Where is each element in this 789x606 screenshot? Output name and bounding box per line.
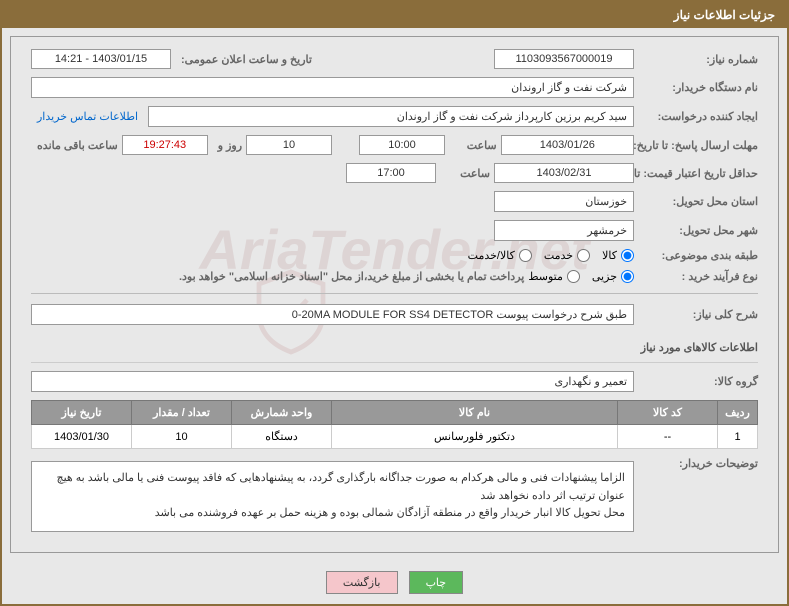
category-label: طبقه بندی موضوعی: [638, 249, 758, 262]
th-name: نام کالا [332, 401, 618, 425]
radio-goods[interactable]: کالا [602, 249, 634, 262]
time-label-1: ساعت [449, 139, 497, 152]
buyer-org-label: نام دستگاه خریدار: [638, 81, 758, 94]
deadline-label: مهلت ارسال پاسخ: تا تاریخ: [638, 139, 758, 152]
radio-partial[interactable]: جزیی [592, 270, 634, 283]
time-label-2: ساعت [440, 167, 490, 180]
table-row: 1--دتکتور فلورسانسدستگاه101403/01/30 [32, 425, 758, 449]
table-cell: دتکتور فلورسانس [332, 425, 618, 449]
table-cell: 1403/01/30 [32, 425, 132, 449]
table-header-row: ردیف کد کالا نام کالا واحد شمارش تعداد /… [32, 401, 758, 425]
radio-partial-input[interactable] [621, 270, 634, 283]
button-bar: چاپ بازگشت [2, 561, 787, 604]
requester-label: ایجاد کننده درخواست: [638, 110, 758, 123]
days-value: 10 [246, 135, 332, 155]
category-radio-group: کالا خدمت کالا/خدمت [468, 249, 634, 262]
page-title: جزئیات اطلاعات نیاز [2, 2, 787, 28]
payment-note: پرداخت تمام یا بخشی از مبلغ خرید،از محل … [179, 270, 524, 283]
buyer-notes-line1: الزاما پیشنهادات فنی و مالی هرکدام به صو… [40, 470, 625, 505]
table-cell: دستگاه [232, 425, 332, 449]
announce-label: تاریخ و ساعت اعلان عمومی: [175, 53, 312, 66]
validity-date: 1403/02/31 [494, 163, 634, 183]
th-date: تاریخ نیاز [32, 401, 132, 425]
buyer-notes-label: توضیحات خریدار: [638, 457, 758, 470]
days-suffix: روز و [212, 139, 242, 152]
group-label: گروه کالا: [638, 375, 758, 388]
buyer-notes-line2: محل تحویل کالا انبار خریدار واقع در منطق… [40, 505, 625, 523]
city-label: شهر محل تحویل: [638, 224, 758, 237]
group-value: تعمیر و نگهداری [31, 371, 634, 392]
goods-table: ردیف کد کالا نام کالا واحد شمارش تعداد /… [31, 400, 758, 449]
process-label: نوع فرآیند خرید : [638, 270, 758, 283]
table-cell: -- [618, 425, 718, 449]
deadline-date: 1403/01/26 [501, 135, 634, 155]
province-value: خوزستان [494, 191, 634, 212]
th-row: ردیف [718, 401, 758, 425]
deadline-time: 10:00 [359, 135, 445, 155]
th-unit: واحد شمارش [232, 401, 332, 425]
table-cell: 10 [132, 425, 232, 449]
radio-service-input[interactable] [577, 249, 590, 262]
remaining-label: ساعت باقی مانده [31, 139, 118, 152]
radio-medium-input[interactable] [567, 270, 580, 283]
print-button[interactable]: چاپ [409, 571, 464, 594]
radio-medium[interactable]: متوسط [528, 270, 580, 283]
province-label: استان محل تحویل: [638, 195, 758, 208]
desc-label: شرح کلی نیاز: [638, 308, 758, 321]
radio-service[interactable]: خدمت [544, 249, 590, 262]
need-no-value: 1103093567000019 [494, 49, 634, 69]
back-button[interactable]: بازگشت [326, 571, 398, 594]
content-area: AriaTender.net شماره نیاز: 1103093567000… [10, 36, 779, 553]
contact-link[interactable]: اطلاعات تماس خریدار [31, 110, 144, 123]
need-no-label: شماره نیاز: [638, 53, 758, 66]
desc-value: 0-20MA MODULE FOR SS4 DETECTOR طبق شرح د… [31, 304, 634, 325]
radio-goods-input[interactable] [621, 249, 634, 262]
countdown-value: 19:27:43 [122, 135, 208, 155]
main-panel: جزئیات اطلاعات نیاز AriaTender.net شماره… [0, 0, 789, 606]
requester-value: سید کریم برزین کارپرداز شرکت نفت و گاز ا… [148, 106, 634, 127]
validity-time: 17:00 [346, 163, 436, 183]
process-radio-group: جزیی متوسط [528, 270, 634, 283]
buyer-org-value: شرکت نفت و گاز اروندان [31, 77, 634, 98]
announce-value: 1403/01/15 - 14:21 [31, 49, 171, 69]
table-cell: 1 [718, 425, 758, 449]
radio-both[interactable]: کالا/خدمت [468, 249, 532, 262]
divider [31, 293, 758, 294]
validity-label: حداقل تاریخ اعتبار قیمت: تا تاریخ: [638, 167, 758, 180]
th-code: کد کالا [618, 401, 718, 425]
th-qty: تعداد / مقدار [132, 401, 232, 425]
city-value: خرمشهر [494, 220, 634, 241]
buyer-notes-box: الزاما پیشنهادات فنی و مالی هرکدام به صو… [31, 461, 634, 532]
radio-both-input[interactable] [519, 249, 532, 262]
goods-section-title: اطلاعات کالاهای مورد نیاز [31, 333, 758, 363]
